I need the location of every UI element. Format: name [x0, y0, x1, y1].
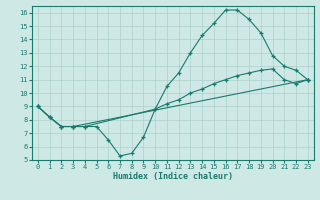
X-axis label: Humidex (Indice chaleur): Humidex (Indice chaleur) [113, 172, 233, 181]
